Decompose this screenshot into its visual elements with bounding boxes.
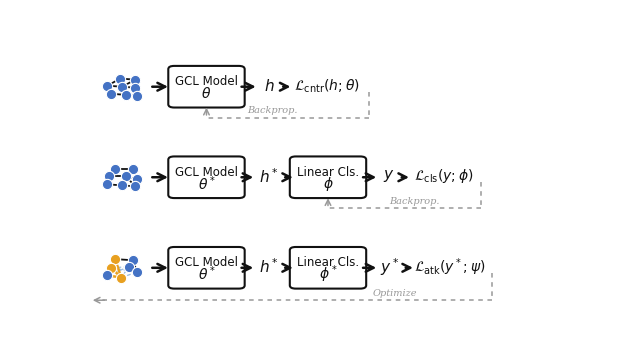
- Point: [110, 256, 120, 262]
- Point: [115, 76, 125, 81]
- Text: $\phi$: $\phi$: [323, 174, 333, 193]
- Point: [102, 181, 113, 187]
- Point: [130, 184, 140, 189]
- Text: $h$: $h$: [264, 78, 275, 94]
- FancyBboxPatch shape: [290, 157, 366, 198]
- Text: $h^*$: $h^*$: [259, 167, 278, 186]
- Point: [106, 91, 116, 97]
- Point: [124, 264, 134, 270]
- Point: [116, 275, 126, 280]
- Point: [117, 183, 127, 188]
- Point: [106, 265, 116, 271]
- Text: $\theta^*$: $\theta^*$: [198, 265, 216, 283]
- FancyBboxPatch shape: [290, 247, 366, 289]
- Point: [132, 93, 142, 99]
- Point: [121, 173, 131, 179]
- Text: $y$: $y$: [383, 168, 395, 184]
- Text: Linear Cls.: Linear Cls.: [297, 256, 359, 269]
- Point: [104, 173, 115, 179]
- Point: [102, 83, 113, 88]
- Text: GCL Model: GCL Model: [175, 75, 238, 88]
- Text: $y^*$: $y^*$: [380, 256, 399, 278]
- Text: Optimize: Optimize: [372, 289, 417, 298]
- Text: Backprop.: Backprop.: [389, 197, 440, 206]
- Point: [117, 84, 127, 90]
- Text: Linear Cls.: Linear Cls.: [297, 166, 359, 179]
- Point: [128, 257, 138, 263]
- Text: GCL Model: GCL Model: [175, 256, 238, 269]
- Text: $\theta^*$: $\theta^*$: [198, 174, 216, 193]
- Text: $\phi^*$: $\phi^*$: [319, 263, 337, 285]
- Point: [128, 166, 138, 172]
- Text: $\mathcal{L}_{\mathrm{atk}}(y^*;\psi)$: $\mathcal{L}_{\mathrm{atk}}(y^*;\psi)$: [413, 256, 485, 278]
- FancyBboxPatch shape: [168, 247, 244, 289]
- Text: $h^*$: $h^*$: [259, 258, 278, 276]
- Point: [102, 273, 113, 278]
- Text: $\mathcal{L}_{\mathrm{cls}}(y;\phi)$: $\mathcal{L}_{\mathrm{cls}}(y;\phi)$: [414, 167, 474, 185]
- Point: [132, 177, 142, 182]
- Point: [132, 269, 142, 275]
- FancyBboxPatch shape: [168, 66, 244, 107]
- FancyBboxPatch shape: [168, 157, 244, 198]
- Text: GCL Model: GCL Model: [175, 166, 238, 179]
- Text: $\mathcal{L}_{\mathrm{cntr}}(h;\theta)$: $\mathcal{L}_{\mathrm{cntr}}(h;\theta)$: [294, 77, 360, 95]
- Text: Backprop.: Backprop.: [248, 106, 298, 115]
- Point: [109, 166, 120, 172]
- Point: [121, 92, 131, 98]
- Text: $\theta$: $\theta$: [202, 86, 212, 100]
- Point: [130, 77, 140, 82]
- Point: [130, 85, 140, 91]
